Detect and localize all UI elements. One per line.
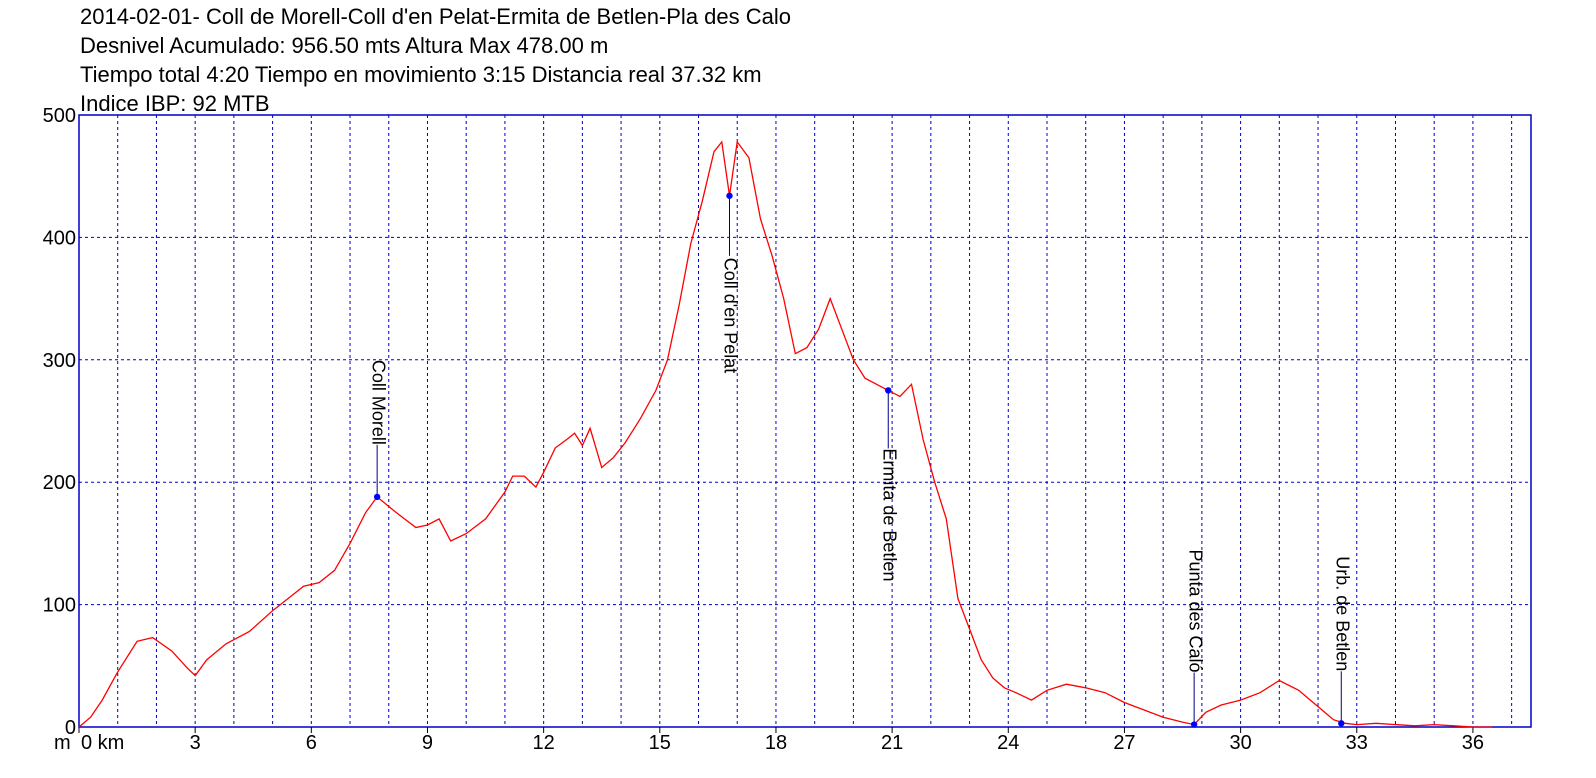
waypoint: Ermita de Betlen [879,387,899,581]
waypoint: Urb. de Betlen [1333,556,1353,727]
waypoint-label: Punta des Caló [1185,549,1205,672]
waypoint-dot [373,493,381,501]
ibp-index: Indice IBP: 92 MTB [80,91,270,116]
x-tick-label: 27 [1113,732,1135,754]
time-distance-summary: Tiempo total 4:20 Tiempo en movimiento 3… [80,62,762,87]
waypoint-label: Coll Morell [368,360,388,445]
chart-title: 2014-02-01- Coll de Morell-Coll d'en Pel… [80,4,791,29]
y-tick-label: 200 [43,472,76,494]
waypoint: Punta des Caló [1185,549,1205,728]
x-axis-ticks: 0 km 3 6 9 12 15 18 21 24 27 30 33 36 [78,727,1484,754]
y-tick-label: 500 [43,105,76,127]
y-tick-label: 300 [43,350,76,372]
waypoint-label: Ermita de Betlen [879,448,899,581]
x-tick-label: 12 [533,732,555,754]
waypoint-markers: Coll Morell Coll d'en Pelat Ermita de Betl… [368,192,1353,728]
x-tick-label: 18 [765,732,787,754]
chart-grid [79,115,1531,727]
y-tick-label: 100 [43,595,76,617]
x-tick-label: 30 [1229,732,1251,754]
waypoint-dot [726,192,733,199]
y-tick-label: 0 [65,717,76,739]
waypoint-label: Urb. de Betlen [1333,556,1353,671]
waypoint-label: Coll d'en Pelat [721,258,741,374]
x-tick-label: 24 [997,732,1019,754]
waypoint-dot [885,387,892,394]
x-tick-label: 3 [190,732,201,754]
chart-header: 2014-02-01- Coll de Morell-Coll d'en Pel… [80,2,791,118]
y-tick-label: 400 [43,227,76,249]
y-unit-label: m [54,732,71,754]
x-tick-label: 0 km [81,732,124,754]
waypoint: Coll d'en Pelat [721,192,741,374]
x-tick-label: 21 [881,732,903,754]
x-tick-label: 15 [649,732,671,754]
waypoint: Coll Morell [368,360,388,501]
elevation-line [78,140,1493,728]
x-tick-label: 36 [1462,732,1484,754]
x-tick-label: 6 [306,732,317,754]
x-tick-label: 9 [422,732,433,754]
x-tick-label: 33 [1346,732,1368,754]
y-axis-ticks: 0 100 200 300 400 500 [43,105,76,739]
waypoint-dot [1190,721,1198,728]
elevation-summary: Desnivel Acumulado: 956.50 mts Altura Ma… [80,33,609,58]
waypoint-dot [1338,720,1345,727]
plot-frame [78,114,1532,728]
